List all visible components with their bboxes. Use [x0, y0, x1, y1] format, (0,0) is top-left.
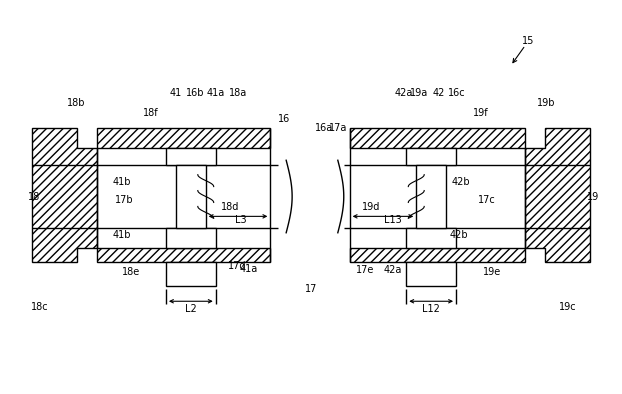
Bar: [350, 128, 526, 149]
Bar: [406, 262, 456, 286]
Text: 18f: 18f: [143, 108, 159, 117]
Text: 17c: 17c: [478, 195, 496, 205]
Text: 19e: 19e: [483, 268, 501, 277]
Text: 18d: 18d: [221, 202, 239, 212]
Text: 19b: 19b: [537, 98, 555, 108]
Bar: [32, 165, 271, 228]
Text: 16a: 16a: [315, 123, 333, 134]
Bar: [96, 248, 271, 262]
Text: L13: L13: [384, 215, 401, 225]
Bar: [406, 228, 456, 248]
Text: 41a: 41a: [239, 264, 258, 275]
Bar: [416, 165, 446, 228]
Text: 17: 17: [305, 284, 317, 294]
Text: 18b: 18b: [67, 98, 86, 108]
Bar: [166, 228, 216, 248]
Text: 19f: 19f: [473, 108, 489, 117]
Text: 41: 41: [170, 88, 182, 98]
Bar: [350, 248, 526, 262]
Text: 17e: 17e: [356, 266, 375, 275]
Text: 17b: 17b: [115, 195, 134, 205]
Text: 41a: 41a: [207, 88, 225, 98]
Text: 16b: 16b: [185, 88, 204, 98]
Text: L2: L2: [185, 304, 197, 314]
Text: 41b: 41b: [112, 177, 131, 187]
Polygon shape: [526, 128, 590, 262]
Text: 19: 19: [587, 192, 599, 202]
Bar: [166, 262, 216, 286]
Text: 19c: 19c: [559, 302, 577, 312]
Text: 19a: 19a: [410, 88, 429, 98]
Bar: [406, 149, 456, 165]
Text: 42a: 42a: [383, 266, 402, 275]
Bar: [96, 149, 271, 248]
Bar: [96, 128, 271, 149]
Text: 18: 18: [28, 192, 40, 202]
Text: 18c: 18c: [31, 302, 49, 312]
Text: 42: 42: [433, 88, 445, 98]
Text: 18a: 18a: [230, 88, 248, 98]
Text: 15: 15: [522, 36, 535, 46]
Text: 16c: 16c: [448, 88, 466, 98]
Text: 19d: 19d: [363, 202, 381, 212]
Bar: [166, 149, 216, 165]
Text: 18e: 18e: [122, 268, 141, 277]
Text: 42b: 42b: [452, 177, 470, 187]
Text: L3: L3: [234, 215, 246, 225]
Bar: [350, 149, 526, 248]
Bar: [176, 165, 206, 228]
Text: 16: 16: [278, 113, 290, 124]
Text: 17a: 17a: [328, 123, 347, 134]
Text: 41b: 41b: [112, 230, 131, 240]
Polygon shape: [32, 128, 96, 262]
Text: L12: L12: [422, 304, 440, 314]
Text: 17d: 17d: [228, 260, 247, 271]
Text: 42a: 42a: [394, 88, 412, 98]
Text: 42b: 42b: [450, 230, 468, 240]
Bar: [350, 165, 590, 228]
